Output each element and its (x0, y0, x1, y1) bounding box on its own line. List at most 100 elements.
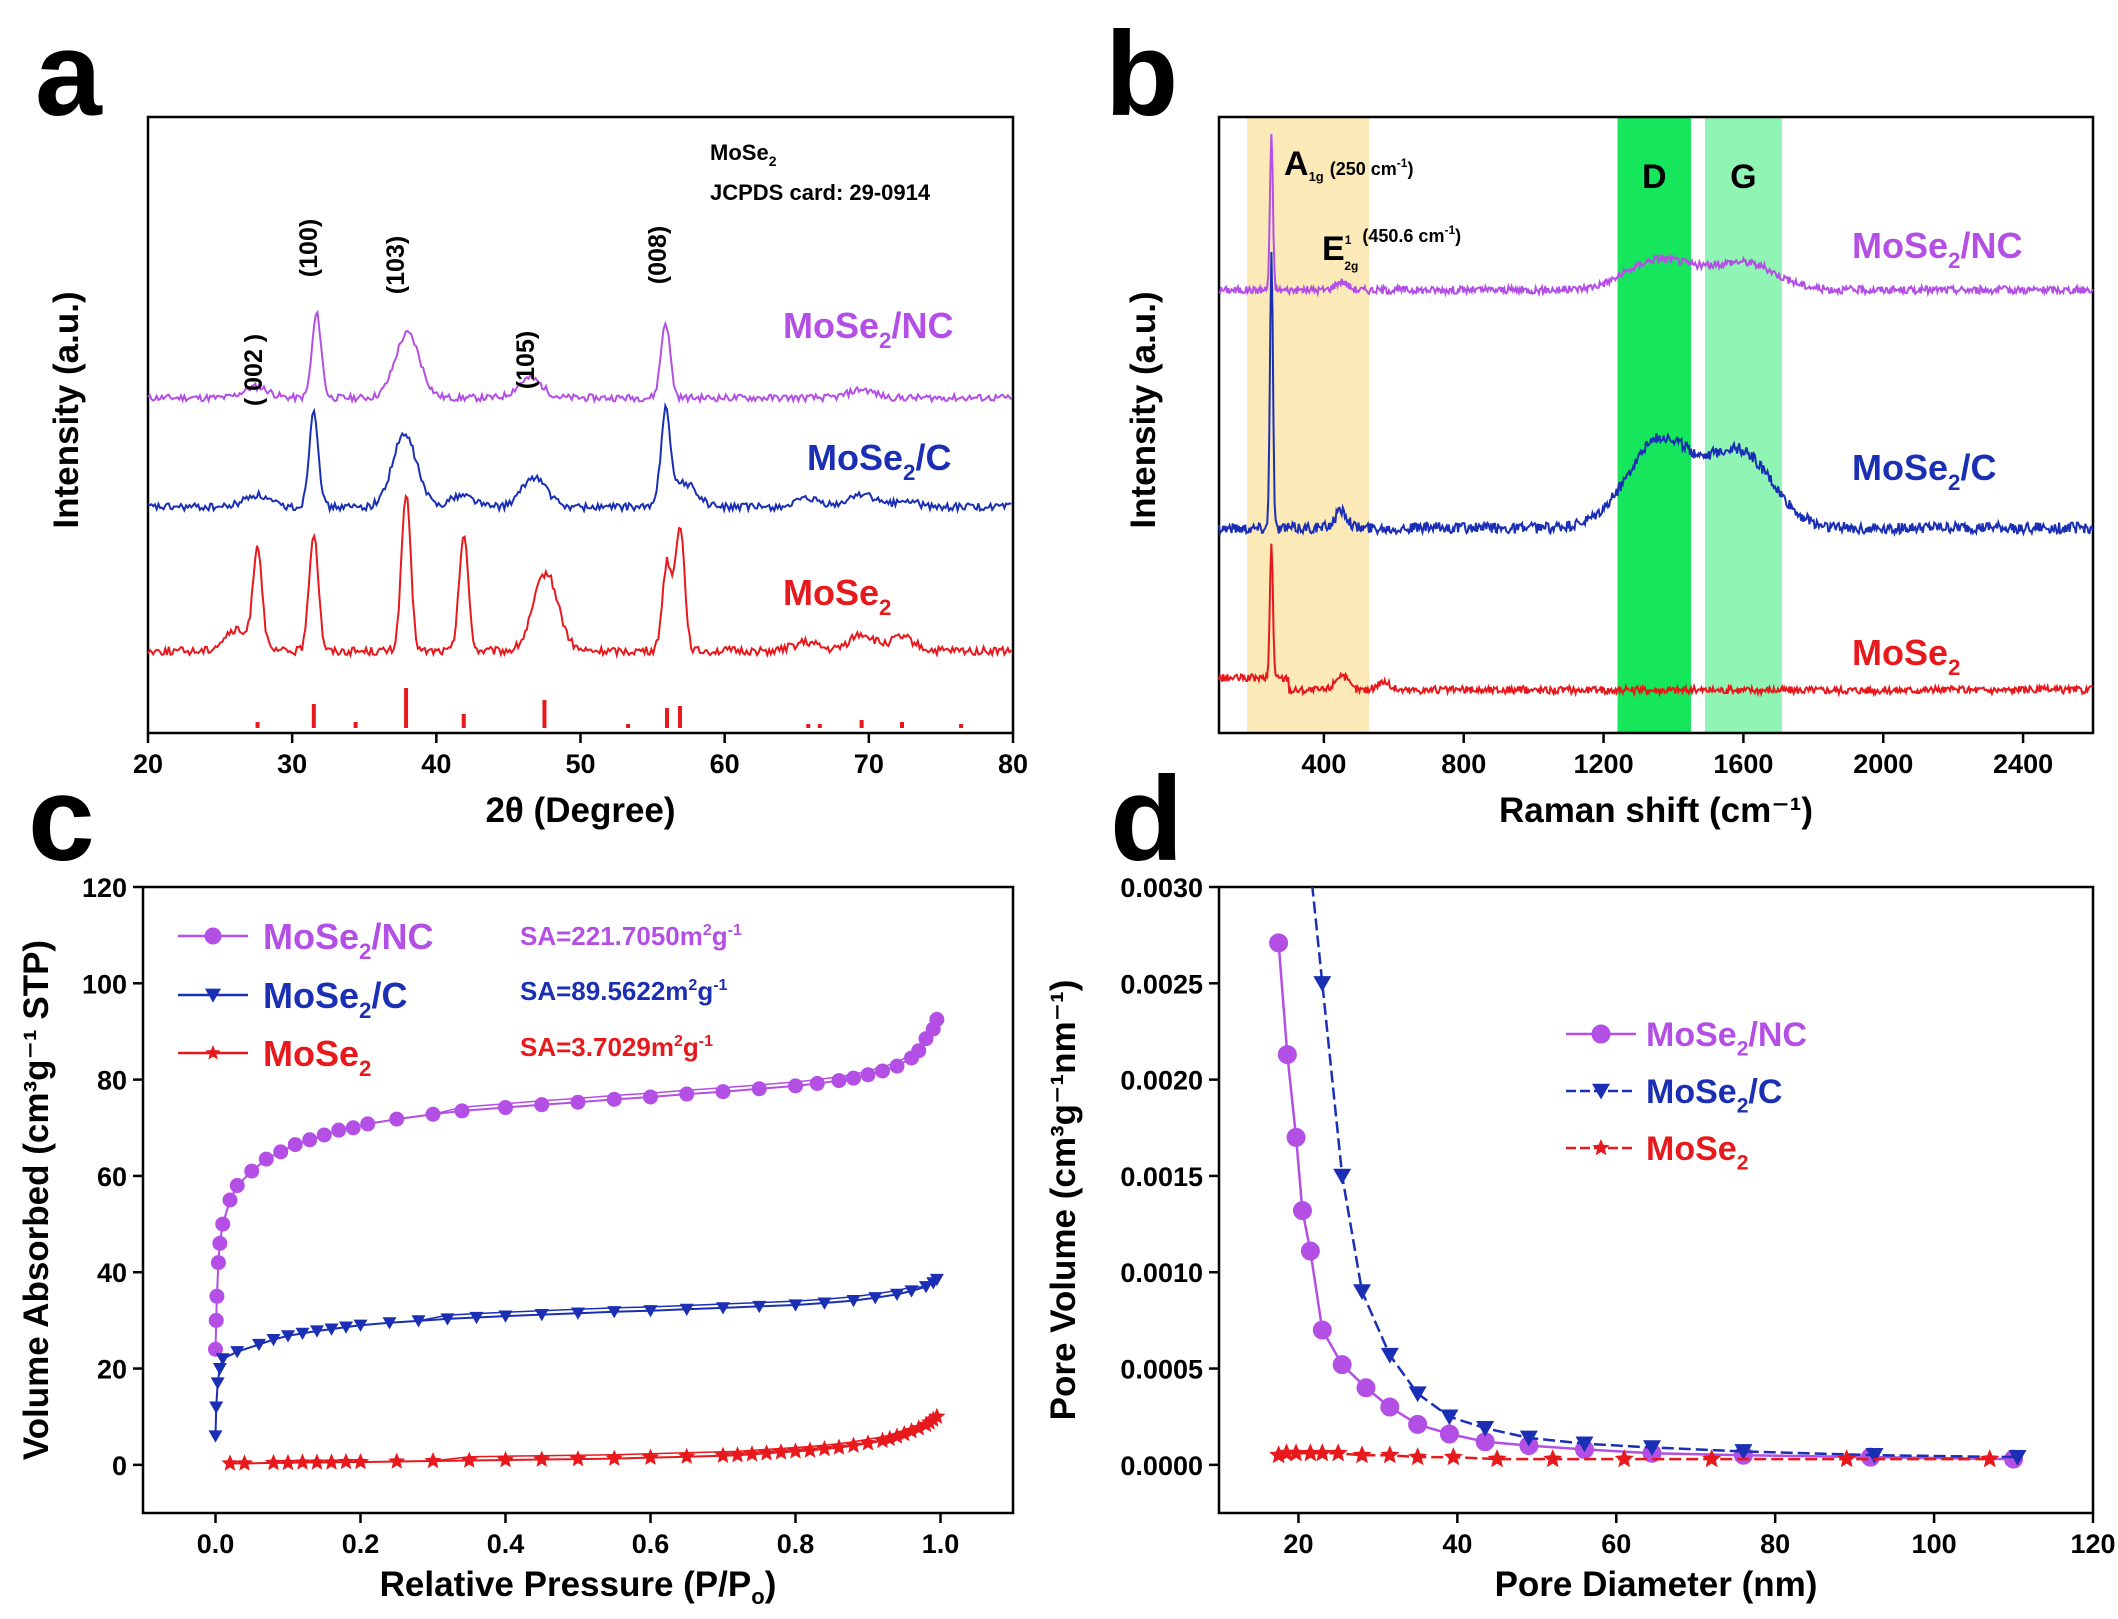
panel-c-point-MoSe2 (830, 1438, 848, 1455)
panel-c-xtick-label: 0.0 (197, 1529, 235, 1559)
panel-a-series-label-MoSe2_C-main: MoSe (807, 437, 903, 478)
panel-label-a: a (35, 7, 103, 141)
panel-c-xtick-label: 0.6 (632, 1529, 670, 1559)
panel-c-point-MoSe2_NC (316, 1127, 332, 1143)
panel-c-sa-label-MoSe2_C: SA=89.5622m2g-1 (520, 976, 728, 1006)
panel-d-point-MoSe2_NC (1269, 933, 1289, 953)
panel-d-legend-marker (1592, 1139, 1610, 1156)
e2g-main: E (1322, 230, 1345, 268)
panel-c-point-MoSe2_NC (258, 1151, 274, 1167)
panel-b-series-label-MoSe2_NC: MoSe2/NC (1852, 225, 2022, 273)
panel-d-point-MoSe2_C (1333, 1168, 1352, 1185)
panel-c-point-MoSe2 (844, 1436, 863, 1453)
sa-text: SA=3.7029m (520, 1032, 674, 1062)
panel-c-point-MoSe2_NC (860, 1067, 876, 1083)
panel-c-point-MoSe2_C (643, 1305, 658, 1318)
panel-c-point-MoSe2_C (498, 1310, 513, 1323)
panel-c-point-MoSe2_NC (215, 1216, 231, 1232)
panel-c-point-MoSe2 (786, 1442, 805, 1459)
panel-label-d: d (1110, 752, 1183, 886)
panel-d-legend-label-MoSe2_NC-rest: /NC (1748, 1016, 1807, 1054)
panel-c-point-MoSe2_NC (534, 1097, 550, 1113)
panel-d-xtick-label: 40 (1442, 1529, 1472, 1559)
panel-d-xtick-label: 60 (1601, 1529, 1631, 1559)
panel-d-ytick-label: 0.0025 (1120, 969, 1203, 999)
panel-b-mode-label-e2g: E1 2g (450.6 cm-1) (1322, 223, 1461, 273)
panel-c-point-MoSe2_NC (244, 1163, 260, 1179)
panel-c-point-MoSe2_C (266, 1334, 281, 1347)
panel-d-point-MoSe2_C (1301, 861, 1319, 877)
panel-a-peak-label: (105) (512, 331, 540, 389)
panel-c-frame (141, 885, 1015, 1515)
panel-c-point-MoSe2_NC (331, 1122, 347, 1138)
panel-b-series-label-MoSe2-main: MoSe (1852, 632, 1948, 673)
panel-c-point-MoSe2_C (440, 1313, 455, 1326)
panel-c-ylabel: Volume Absorbed (cm³g⁻¹ STP) (17, 940, 56, 1460)
panel-d-point-MoSe2 (1702, 1449, 1722, 1468)
panel-d-frame (1217, 885, 2095, 1515)
sa-text: SA=89.5622m (520, 976, 688, 1006)
panel-c-point-MoSe2_C (353, 1319, 368, 1332)
panel-c-point-MoSe2 (460, 1451, 478, 1468)
panel-c-xtick-label: 1.0 (922, 1529, 960, 1559)
panel-b-xtick-label: 2000 (1853, 749, 1913, 779)
panel-c-point-MoSe2_NC (715, 1084, 731, 1100)
panel-a-series-label-MoSe2_NC-main: MoSe (783, 305, 879, 346)
panel-c-point-MoSe2_C (310, 1325, 324, 1338)
panel-d-point-MoSe2_C (1440, 1409, 1459, 1426)
panel-c-point-MoSe2_C (469, 1311, 484, 1325)
panel-b-series-label-MoSe2_C-main: MoSe (1852, 447, 1948, 488)
panel-d-ytick-label: 0.0010 (1120, 1258, 1203, 1288)
sa-mid: g (697, 976, 713, 1006)
a1g-sub: 1g (1309, 169, 1324, 184)
panel-d-pore-distribution: 20 40 60 80 100 120 0.0000 0.0005 0.0010 0.0015 0.… (1044, 861, 2116, 1604)
panel-c-point-MoSe2 (757, 1444, 776, 1461)
panel-d-point-MoSe2_C (1476, 1421, 1495, 1437)
e2g-sup: -1 (1444, 223, 1455, 237)
panel-b-band-G (1704, 117, 1782, 733)
panel-b-series-MoSe2 (1218, 543, 2094, 698)
panel-c-ytick-label: 60 (97, 1162, 127, 1192)
panel-d-point-MoSe2_NC (1356, 1378, 1376, 1398)
panel-c-point-MoSe2 (859, 1434, 877, 1451)
xlabel-sub: o (751, 1584, 764, 1609)
panel-d-point-MoSe2 (1380, 1445, 1400, 1464)
panel-c-point-MoSe2_C (208, 1430, 223, 1443)
panel-d-line-MoSe2_NC (1277, 942, 2014, 1461)
panel-a-annotation-phase: MoSe2 (710, 140, 777, 169)
panel-c-xtick-label: 0.8 (777, 1529, 815, 1559)
panel-b-frame (1217, 115, 2095, 735)
panel-c-ytick-label: 40 (97, 1258, 127, 1288)
panel-c-point-MoSe2_NC (643, 1089, 658, 1105)
panel-a-peak-label: (100) (295, 219, 323, 277)
panel-a-series-label-MoSe2_C-rest: /C (915, 437, 951, 478)
panel-b-series-MoSe2_C (1218, 251, 2094, 538)
panel-a-series-label-MoSe2_C-sub: 2 (903, 460, 915, 485)
xlabel-main: Relative Pressure (P/P (380, 1565, 752, 1604)
panel-c-point-MoSe2_C (281, 1330, 295, 1343)
panel-label-c: c (28, 752, 95, 886)
panel-d-point-MoSe2_C (1380, 1347, 1399, 1364)
panel-c-point-MoSe2_NC (222, 1192, 238, 1208)
panel-c-point-MoSe2 (264, 1453, 283, 1471)
panel-c-legend-label-MoSe2_NC: MoSe2/NC (263, 916, 433, 964)
sa-text: SA=221.7050m (520, 921, 703, 951)
panel-d-xtick-label: 100 (1912, 1529, 1957, 1559)
panel-c-legend-marker (205, 988, 221, 1003)
panel-c-point-MoSe2_NC (389, 1111, 405, 1127)
panel-d-point-MoSe2 (1312, 1443, 1332, 1462)
panel-c-point-MoSe2_C (215, 1353, 230, 1366)
panel-c-ytick-label: 100 (82, 969, 127, 999)
panel-c-point-MoSe2 (221, 1454, 239, 1471)
panel-c-point-MoSe2_C (411, 1315, 426, 1328)
panel-c-point-MoSe2_C (339, 1321, 353, 1334)
panel-label-b: b (1105, 7, 1178, 141)
panel-c-point-MoSe2_NC (345, 1120, 361, 1136)
panel-c-point-MoSe2 (928, 1407, 946, 1424)
panel-c-point-MoSe2 (424, 1452, 442, 1469)
panel-d-point-MoSe2 (1837, 1449, 1857, 1468)
panel-d-point-MoSe2_C (1865, 1448, 1884, 1464)
panel-b-series-label-MoSe2_NC-rest: /NC (1960, 225, 2022, 266)
panel-c-point-MoSe2_C (230, 1346, 245, 1359)
